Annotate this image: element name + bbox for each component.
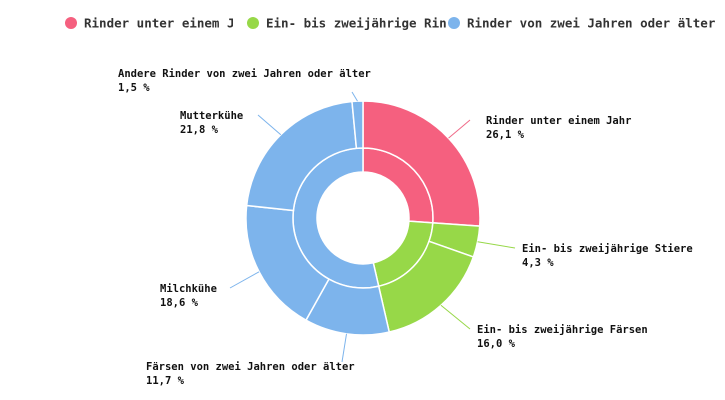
slice-label-andere-rinder-von-zwei-jahren-oder-alter: Andere Rinder von zwei Jahren oder älter… bbox=[118, 68, 371, 94]
slice-label-value: 18,6 % bbox=[160, 297, 199, 309]
legend-label: Ein- bis zweijährige Rinder bbox=[266, 16, 470, 31]
slice-label-ein-bis-zweijahrige-stiere: Ein- bis zweijährige Stiere 4,3 % bbox=[522, 243, 693, 269]
outer-slice-rinder-unter-einem-jahr[interactable] bbox=[362, 100, 481, 227]
leader-line-ein-bis-zweijahrige-stiere bbox=[477, 241, 516, 249]
leader-line-mutterkuhe bbox=[257, 114, 282, 136]
leader-line-farsen-von-zwei-jahren-oder-alter bbox=[341, 333, 348, 363]
legend-swatch bbox=[448, 17, 460, 29]
slice-label-value: 21,8 % bbox=[180, 124, 219, 136]
slice-label-name: Ein- bis zweijährige Stiere bbox=[522, 243, 693, 255]
slice-label-farsen-von-zwei-jahren-oder-alter: Färsen von zwei Jahren oder älter 11,7 % bbox=[146, 361, 355, 387]
outer-slice-andere-rinder-von-zwei-jahren-oder-alter[interactable] bbox=[351, 100, 364, 150]
leader-line-milchkuhe bbox=[229, 271, 260, 289]
legend-label: Rinder unter einem Jahr bbox=[84, 16, 258, 31]
leader-lines bbox=[229, 91, 516, 363]
legend-swatch bbox=[65, 17, 77, 29]
slice-label-name: Rinder unter einem Jahr bbox=[486, 115, 631, 127]
slice-label-rinder-unter-einem-jahr: Rinder unter einem Jahr 26,1 % bbox=[486, 115, 631, 141]
slice-label-value: 11,7 % bbox=[146, 375, 185, 387]
slice-label-value: 1,5 % bbox=[118, 82, 150, 94]
legend-item-rinder-unter-einem-jahr[interactable]: Rinder unter einem Jahr bbox=[65, 16, 258, 31]
slice-label-milchkuhe: Milchkühe 18,6 % bbox=[160, 283, 217, 309]
legend-item-ein-bis-zweijahrige-rinder[interactable]: Ein- bis zweijährige Rinder bbox=[247, 16, 470, 31]
legend-label: Rinder von zwei Jahren oder älter bbox=[467, 16, 716, 31]
slice-labels: Rinder unter einem Jahr 26,1 % Ein- bis zw… bbox=[118, 68, 693, 387]
legend-item-rinder-von-zwei-jahren-oder-alter[interactable]: Rinder von zwei Jahren oder älter bbox=[448, 16, 716, 31]
slice-label-value: 16,0 % bbox=[477, 338, 516, 350]
legend: Rinder unter einem Jahr Ein- bis zweijähr… bbox=[65, 16, 716, 31]
slice-label-name: Färsen von zwei Jahren oder älter bbox=[146, 361, 355, 373]
slice-label-name: Ein- bis zweijährige Färsen bbox=[477, 324, 648, 336]
legend-swatch bbox=[247, 17, 259, 29]
leader-line-andere-rinder-von-zwei-jahren-oder-alter bbox=[351, 91, 358, 102]
leader-line-ein-bis-zweijahrige-farsen bbox=[440, 304, 471, 330]
slice-label-name: Milchkühe bbox=[160, 283, 217, 295]
slice-label-name: Mutterkühe bbox=[180, 110, 243, 122]
leader-line-rinder-unter-einem-jahr bbox=[448, 119, 471, 139]
slice-label-value: 4,3 % bbox=[522, 257, 554, 269]
slice-label-mutterkuhe: Mutterkühe 21,8 % bbox=[180, 110, 243, 136]
slice-label-name: Andere Rinder von zwei Jahren oder älter bbox=[118, 68, 371, 80]
slice-label-value: 26,1 % bbox=[486, 129, 525, 141]
slice-label-ein-bis-zweijahrige-farsen: Ein- bis zweijährige Färsen 16,0 % bbox=[477, 324, 648, 350]
outer-ring bbox=[245, 100, 481, 336]
